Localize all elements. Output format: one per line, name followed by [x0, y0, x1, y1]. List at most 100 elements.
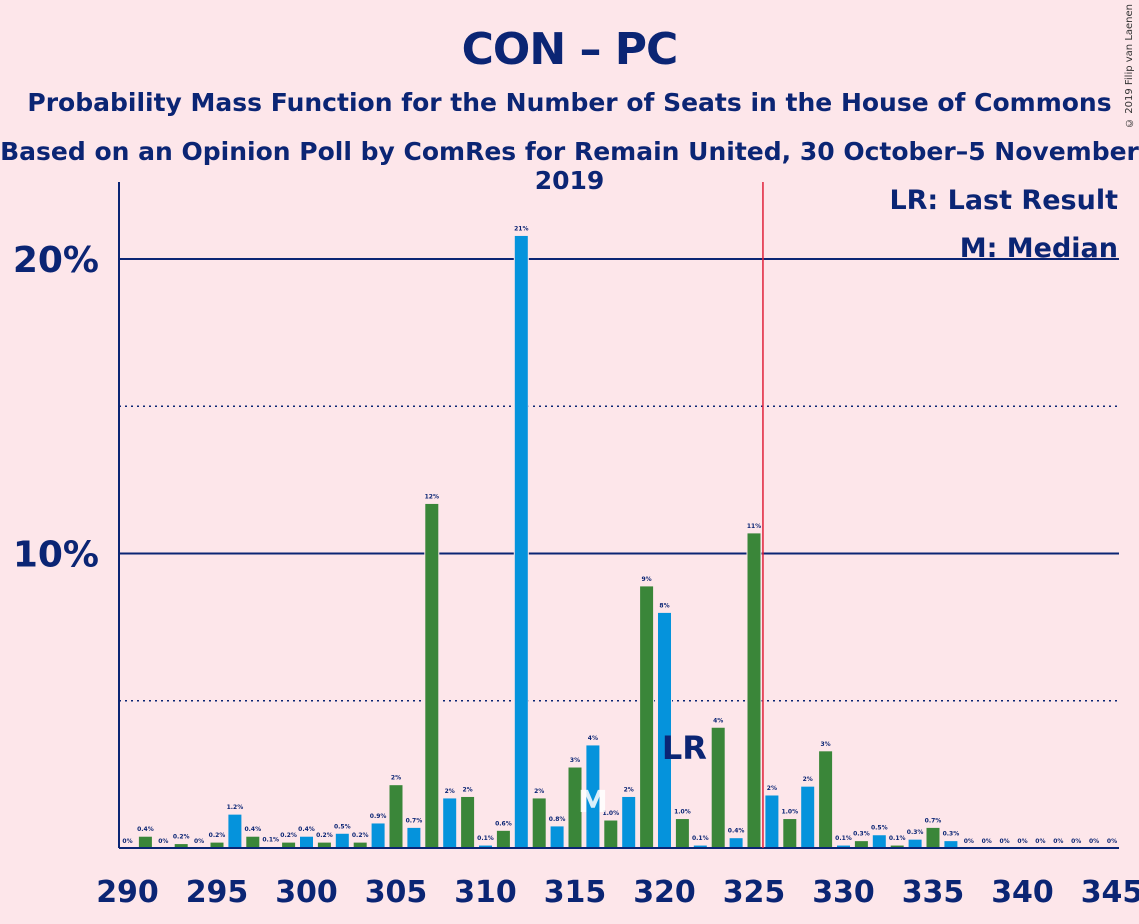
- bar-327: [782, 818, 798, 849]
- bar-data-label: 0.3%: [907, 829, 924, 836]
- chart-title: CON – PC: [461, 24, 679, 75]
- x-tick-label: 295: [186, 875, 249, 910]
- bar-329: [818, 750, 834, 849]
- bar-data-label: 1.0%: [674, 809, 691, 816]
- bar-data-label: 0.4%: [137, 826, 154, 833]
- bar-297: [245, 835, 261, 849]
- x-tick-label: 310: [454, 875, 517, 910]
- bar-data-label: 8%: [659, 602, 669, 609]
- bar-306: [406, 826, 422, 849]
- last-result-marker: LR: [662, 729, 707, 767]
- bar-data-label: 0.2%: [173, 834, 190, 841]
- bar-data-label: 0%: [1000, 838, 1010, 845]
- x-tick-label: 325: [723, 875, 786, 910]
- bar-data-label: 2%: [391, 775, 401, 782]
- bar-300: [299, 835, 314, 849]
- bar-data-label: 0.8%: [549, 816, 566, 823]
- bar-317: [603, 819, 619, 849]
- bar-data-label: 4%: [588, 735, 598, 742]
- bar-data-label: 0%: [158, 838, 168, 845]
- bar-data-label: 2%: [463, 786, 473, 793]
- bar-data-label: 0%: [122, 838, 132, 845]
- bar-296: [227, 813, 243, 849]
- bar-data-label: 1.0%: [781, 809, 798, 816]
- x-tick-label: 290: [96, 875, 159, 910]
- bar-data-label: 2%: [803, 776, 813, 783]
- bar-311: [495, 829, 511, 849]
- y-tick-label: 20%: [13, 240, 99, 281]
- bar-data-label: 11%: [747, 523, 761, 530]
- bar-data-label: 0%: [964, 838, 974, 845]
- bar-304: [370, 822, 386, 849]
- bar-data-label: 0.2%: [352, 832, 369, 839]
- bar-data-label: 0%: [1053, 838, 1063, 845]
- legend-last-result: LR: Last Result: [889, 185, 1118, 216]
- bar-data-label: 2%: [624, 786, 634, 793]
- bar-326: [764, 794, 780, 849]
- bar-data-label: 0%: [1071, 838, 1081, 845]
- bar-data-label: 0%: [1017, 838, 1027, 845]
- bar-data-label: 12%: [425, 493, 439, 500]
- bar-312: [513, 234, 529, 849]
- bar-data-label: 0%: [1035, 838, 1045, 845]
- bar-data-label: 0.7%: [406, 817, 423, 824]
- bar-334: [907, 838, 923, 849]
- bar-data-label: 9%: [642, 576, 652, 583]
- bar-data-label: 3%: [570, 757, 580, 764]
- bar-309: [460, 795, 476, 849]
- bar-data-label: 0.1%: [262, 837, 279, 844]
- bar-data-label: 2%: [534, 788, 544, 795]
- legend-median: M: Median: [960, 233, 1118, 264]
- bar-291: [137, 835, 153, 849]
- bar-325: [746, 532, 762, 849]
- bar-data-label: 0.1%: [889, 835, 906, 842]
- x-tick-label: 340: [991, 875, 1054, 910]
- bar-data-label: 2%: [767, 785, 777, 792]
- bar-data-label: 0.9%: [370, 813, 387, 820]
- bar-data-label: 0.3%: [853, 831, 870, 838]
- bar-data-label: 2%: [445, 788, 455, 795]
- bar-data-label: 0.3%: [943, 831, 960, 838]
- x-tick-label: 345: [1081, 875, 1139, 910]
- bar-302: [334, 832, 350, 849]
- bar-331: [853, 840, 869, 849]
- bar-data-label: 3%: [821, 741, 831, 748]
- x-tick-label: 300: [275, 875, 338, 910]
- x-tick-label: 305: [365, 875, 428, 910]
- bar-data-label: 1.2%: [227, 804, 244, 811]
- bar-data-label: 0.2%: [280, 832, 297, 839]
- bar-335: [925, 826, 941, 849]
- bar-324: [728, 837, 744, 849]
- median-marker: M: [578, 785, 608, 820]
- bar-319: [639, 585, 655, 849]
- bar-data-label: 0.5%: [871, 825, 888, 832]
- bar-data-label: 0.4%: [728, 828, 745, 835]
- bar-data-label: 0.1%: [692, 835, 709, 842]
- bar-data-label: 0.1%: [477, 835, 494, 842]
- bar-332: [871, 834, 887, 849]
- bar-data-label: 0%: [1089, 838, 1099, 845]
- x-tick-label: 330: [812, 875, 875, 910]
- bar-data-label: 0.1%: [835, 835, 852, 842]
- bar-data-label: 0.4%: [298, 826, 315, 833]
- bar-321: [674, 818, 690, 849]
- x-tick-label: 320: [633, 875, 696, 910]
- x-tick-label: 335: [902, 875, 965, 910]
- bar-data-label: 0.6%: [495, 820, 512, 827]
- bar-data-label: 0.4%: [244, 826, 261, 833]
- bar-data-label: 0%: [194, 838, 204, 845]
- bar-328: [800, 785, 816, 849]
- y-tick-label: 10%: [13, 535, 99, 576]
- chart-subtitle: Probability Mass Function for the Number…: [27, 88, 1112, 117]
- bar-318: [621, 795, 637, 849]
- bar-data-label: 0.2%: [209, 832, 226, 839]
- bar-336: [943, 840, 959, 849]
- bar-data-label: 0%: [1107, 838, 1117, 845]
- bar-305: [388, 784, 404, 849]
- chart-subtitle-poll: Based on an Opinion Poll by ComRes for R…: [0, 137, 1139, 195]
- x-tick-label: 315: [544, 875, 607, 910]
- bar-323: [710, 726, 726, 849]
- bar-308: [442, 797, 458, 849]
- bar-data-label: 21%: [514, 225, 528, 232]
